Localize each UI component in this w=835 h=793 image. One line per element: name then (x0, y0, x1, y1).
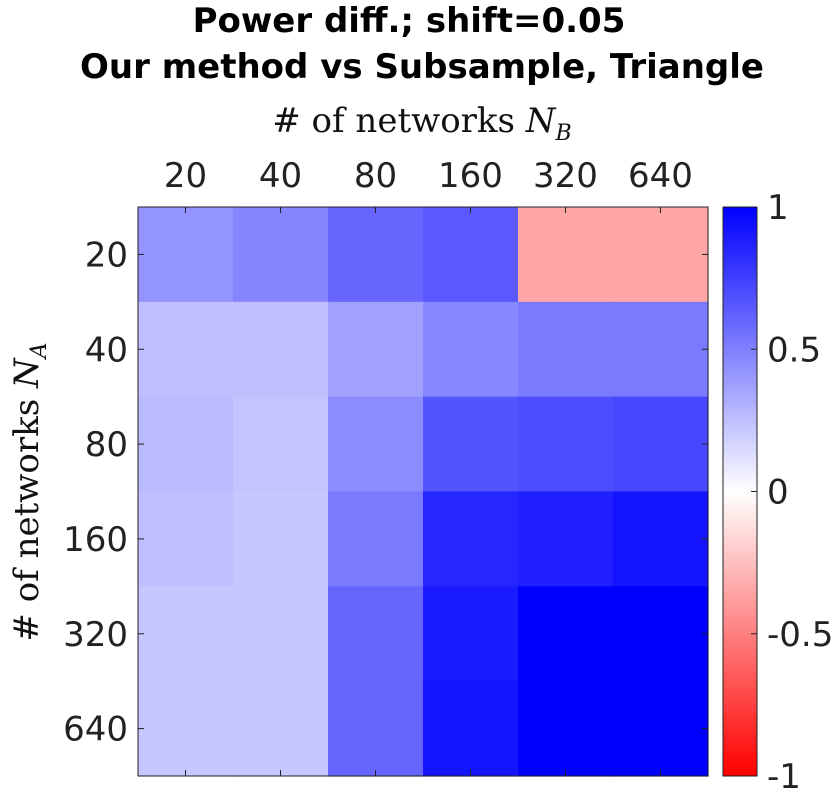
heatmap-cell (518, 491, 614, 587)
heatmap-cell (613, 681, 709, 777)
heatmap-cell (233, 301, 329, 398)
x-tick-label: 40 (259, 156, 302, 196)
heatmap-cell (423, 396, 519, 493)
heatmap-cell (328, 586, 424, 682)
heatmap-cell (518, 681, 614, 777)
heatmap-cell (613, 207, 709, 303)
y-tick-label: 320 (63, 615, 128, 655)
heatmap-cell (138, 207, 234, 303)
colorbar-ticks: 1 0.5 0 -0.5 -1 (751, 188, 833, 793)
heatmap-cell (328, 396, 424, 493)
heatmap-cell (423, 681, 519, 777)
y-tick-label: 20 (85, 235, 128, 275)
y-axis-label: # of networks NA (7, 342, 52, 641)
heatmap-cell (233, 681, 329, 777)
colorbar-tick-label: 0 (767, 473, 789, 513)
heatmap-cell (233, 586, 329, 682)
colorbar-tick-label: 0.5 (767, 330, 821, 370)
heatmap-cell (613, 396, 709, 493)
heatmap-cell (138, 396, 234, 493)
y-tick-label: 40 (85, 330, 128, 370)
colorbar-tick-label: 1 (767, 188, 789, 228)
x-tick-label: 80 (354, 156, 397, 196)
heatmap-cell (613, 586, 709, 682)
heatmap-cell (328, 301, 424, 398)
colorbar-tick-label: -1 (767, 757, 801, 793)
heatmap-cell (518, 301, 614, 398)
plot-frame (137, 206, 709, 777)
x-axis-label: # of networks NB (272, 101, 571, 146)
x-tick-label: 320 (533, 156, 598, 196)
heatmap-cell (518, 207, 614, 303)
heatmap-cell (423, 207, 519, 303)
heatmap-cells (138, 207, 709, 777)
heatmap-cell (613, 491, 709, 587)
heatmap-cell (423, 491, 519, 587)
heatmap-cell (423, 301, 519, 398)
heatmap-cell (423, 586, 519, 682)
heatmap-cell (233, 491, 329, 587)
heatmap-cell (518, 396, 614, 493)
x-tick-label: 640 (628, 156, 693, 196)
heatmap-cell (613, 301, 709, 398)
y-tick-label: 80 (85, 425, 128, 465)
heatmap-cell (233, 396, 329, 493)
x-tick-label: 160 (438, 156, 503, 196)
y-tick-label: 640 (63, 710, 128, 750)
heatmap-cell (138, 491, 234, 587)
heatmap-cell (518, 586, 614, 682)
y-tick-label: 160 (63, 520, 128, 560)
heatmap-cell (138, 301, 234, 398)
chart-title-line1: Power diff.; shift=0.05 (193, 1, 626, 41)
chart-title-line2: Our method vs Subsample, Triangle (80, 47, 764, 87)
heatmap-cell (328, 681, 424, 777)
heatmap-cell (233, 207, 329, 303)
heatmap-cell (138, 586, 234, 682)
colorbar-tick-label: -0.5 (767, 615, 833, 655)
x-axis-ticks: 20 40 80 160 320 640 (164, 156, 693, 776)
heatmap-cell (328, 491, 424, 587)
heatmap-cell (328, 207, 424, 303)
x-tick-label: 20 (164, 156, 207, 196)
heatmap-cell (138, 681, 234, 777)
y-axis-ticks: 20 40 80 160 320 640 (63, 235, 708, 750)
